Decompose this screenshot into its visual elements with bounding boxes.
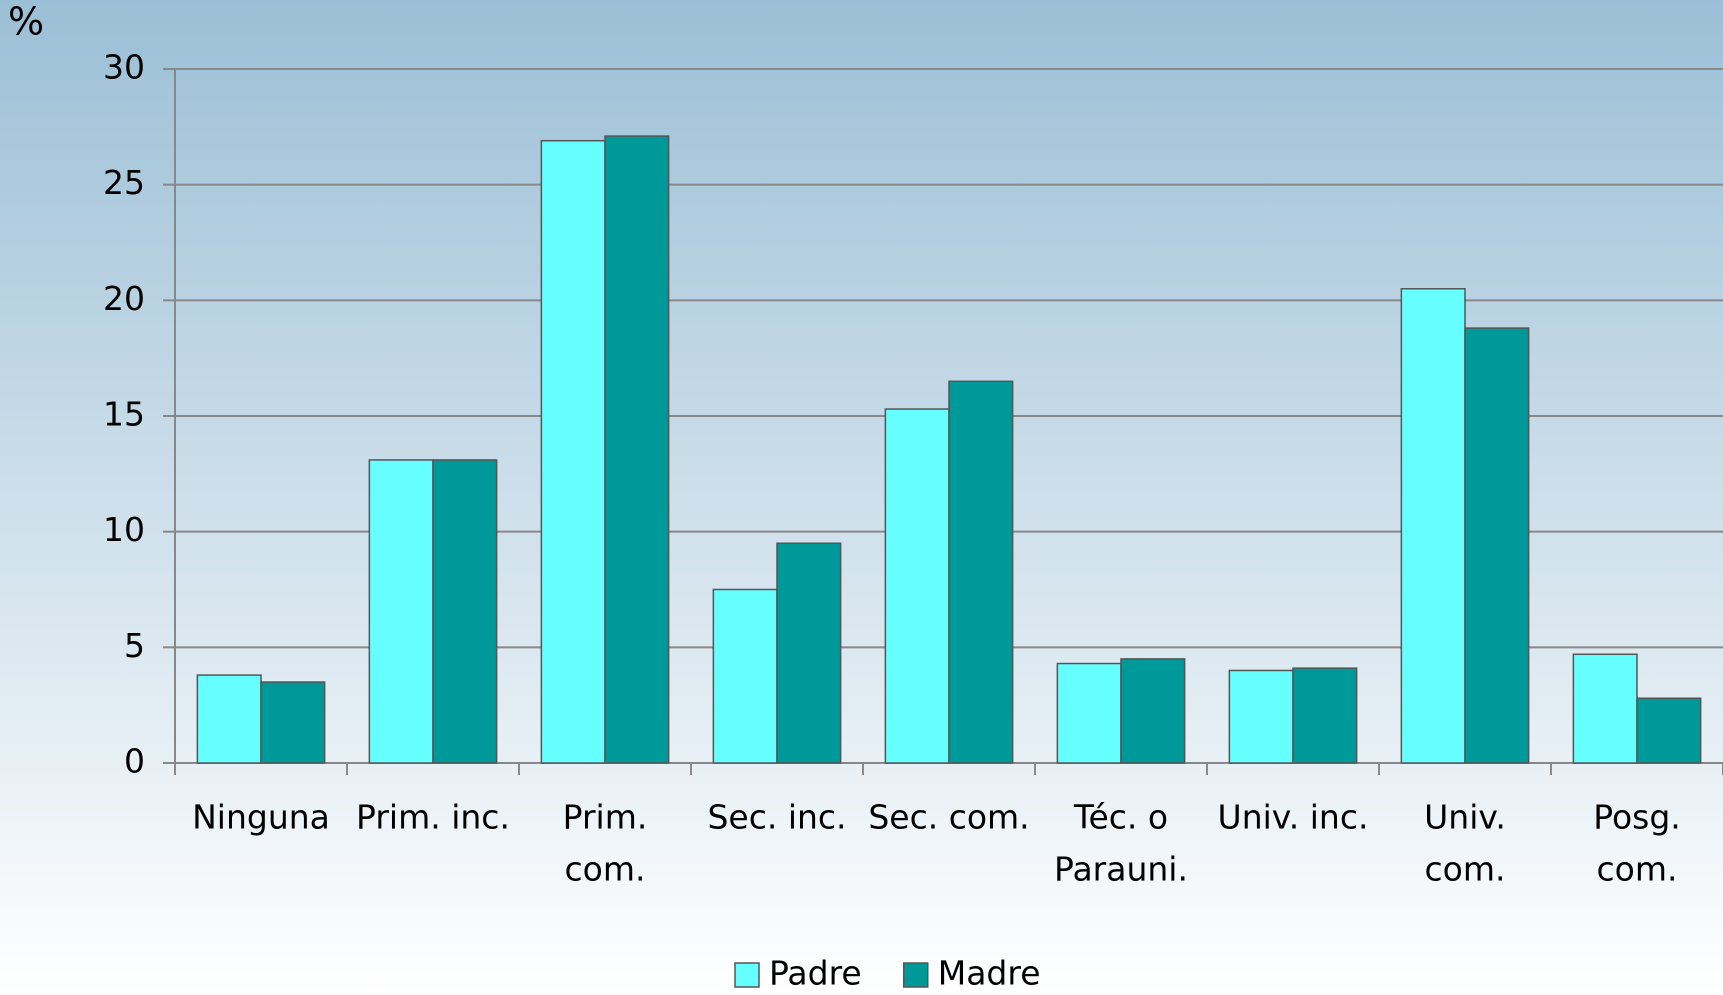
- bar: [1120, 658, 1186, 764]
- x-tick-label: Sec. com.: [868, 798, 1029, 837]
- bar: [1464, 327, 1530, 764]
- x-tick-label: Ninguna: [192, 798, 330, 837]
- bar: [540, 139, 606, 764]
- y-axis-label: %: [8, 0, 44, 44]
- x-tick-label: Parauni.: [1054, 850, 1188, 889]
- x-tick-label: com.: [565, 850, 646, 889]
- y-tick-label: 25: [103, 163, 145, 202]
- x-tick-label: Prim.: [563, 798, 648, 837]
- bar: [604, 135, 670, 764]
- bar: [1228, 669, 1294, 764]
- y-tick-label: 10: [103, 510, 145, 549]
- x-tick-label: com.: [1425, 850, 1506, 889]
- bar: [884, 408, 950, 764]
- legend-swatch: [734, 962, 760, 988]
- bar: [948, 380, 1014, 764]
- bar: [1292, 667, 1358, 764]
- legend-label: Madre: [938, 954, 1041, 993]
- legend-swatch: [902, 962, 929, 988]
- y-tick-label: 0: [124, 742, 145, 781]
- bar: [1056, 662, 1122, 764]
- bar: [260, 681, 326, 764]
- y-tick-label: 15: [103, 395, 145, 434]
- bar: [368, 459, 434, 764]
- x-tick-label: Univ. inc.: [1218, 798, 1369, 837]
- bar: [196, 674, 262, 764]
- y-tick-label: 20: [103, 279, 145, 318]
- legend-label: Padre: [769, 954, 862, 993]
- y-tick-label: 30: [103, 48, 145, 87]
- x-tick-label: com.: [1597, 850, 1678, 889]
- x-tick-label: Prim. inc.: [356, 798, 510, 837]
- x-tick-label: Univ.: [1424, 798, 1506, 837]
- x-tick-label: Sec. inc.: [707, 798, 846, 837]
- bar: [1636, 697, 1702, 764]
- x-tick-label: Posg.: [1593, 798, 1681, 837]
- y-tick-label: 5: [124, 626, 145, 665]
- bar: [1572, 653, 1638, 764]
- x-tick-label: Téc. o: [1073, 798, 1168, 837]
- bar: [712, 588, 778, 764]
- bar: [776, 542, 842, 764]
- bar: [1400, 288, 1466, 764]
- bar: [432, 459, 498, 764]
